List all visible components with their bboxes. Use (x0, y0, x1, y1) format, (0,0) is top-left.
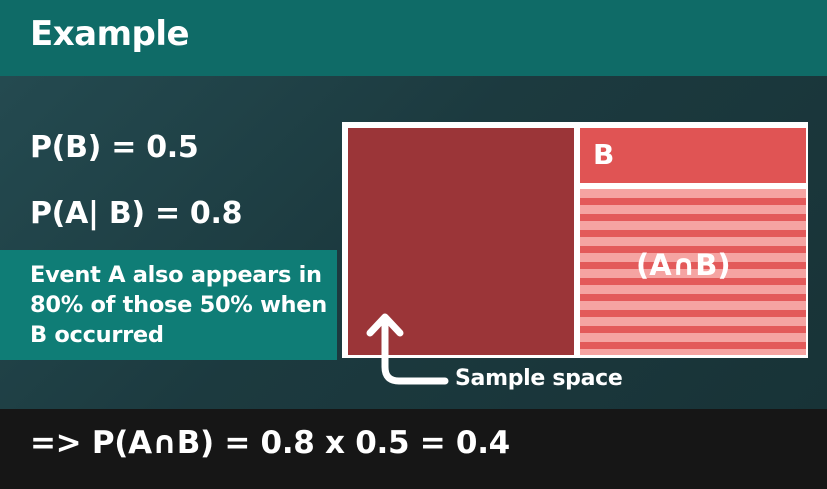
title-bar (0, 0, 827, 76)
result-bar (0, 409, 827, 489)
label-intersection: (A∩B) (636, 248, 731, 282)
event-description: Event A also appears in 80% of those 50%… (30, 262, 327, 348)
formula-p-a-given-b: P(A| B) = 0.8 (30, 196, 243, 231)
result-formula: => P(A∩B) = 0.8 x 0.5 = 0.4 (30, 425, 510, 461)
sample-space-label: Sample space (455, 366, 623, 391)
sample-space-diagram (342, 122, 808, 358)
formula-p-b: P(B) = 0.5 (30, 130, 199, 165)
intersection-region (580, 189, 806, 355)
up-arrow-icon (366, 313, 449, 385)
event-text-box (0, 250, 337, 360)
b-region (580, 128, 806, 183)
page-title: Example (30, 14, 190, 54)
label-b: B (593, 138, 615, 171)
